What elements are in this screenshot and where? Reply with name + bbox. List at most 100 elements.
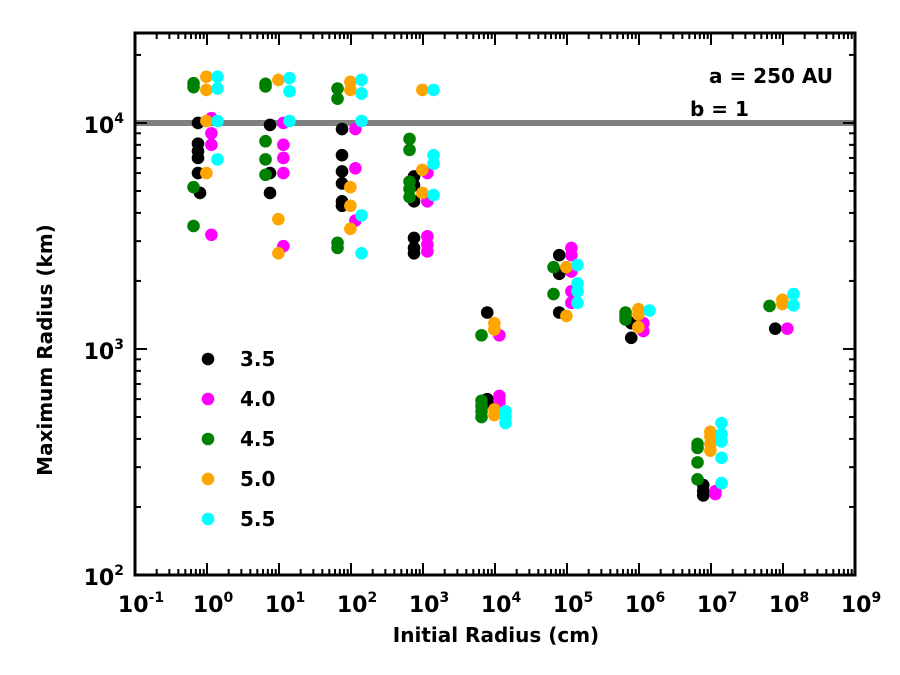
data-point [571, 296, 584, 310]
data-point [480, 306, 494, 319]
data-point [283, 114, 296, 128]
data-point [211, 70, 224, 84]
data-point [200, 70, 213, 84]
x-tick-label: 100 [193, 590, 234, 618]
data-point [187, 80, 200, 94]
x-tick-label: 103 [409, 590, 449, 618]
data-point [488, 323, 501, 336]
data-point [427, 83, 440, 97]
y-axis-label: Maximum Radius (km) [33, 224, 57, 476]
annotation-a: a = 250 AU [709, 64, 833, 88]
data-point [344, 83, 357, 97]
data-point [715, 476, 728, 490]
data-point [624, 331, 638, 345]
data-point [259, 80, 272, 93]
data-point [416, 163, 429, 177]
x-tick-label: 107 [697, 590, 737, 618]
data-point [355, 114, 368, 128]
data-point [259, 168, 272, 182]
data-point [547, 287, 560, 301]
data-point [355, 209, 368, 222]
data-point [205, 126, 218, 140]
data-point [691, 456, 704, 469]
data-point [547, 260, 560, 274]
data-point [416, 186, 429, 200]
data-point [475, 328, 488, 342]
data-point [349, 161, 362, 175]
data-point [211, 153, 224, 166]
x-tick-label: 101 [265, 590, 305, 618]
x-tick-label: 108 [769, 590, 809, 618]
legend-label-4.5: 4.5 [240, 427, 275, 451]
data-point [691, 473, 704, 486]
data-point [200, 166, 213, 180]
data-point [205, 138, 218, 152]
data-point [283, 85, 296, 98]
data-point [272, 212, 285, 226]
legend-marker-5.5 [201, 512, 215, 526]
data-point [696, 489, 710, 502]
legend-label-5.0: 5.0 [240, 467, 275, 491]
legend-marker-3.5 [201, 352, 215, 366]
x-tick-label: 105 [553, 590, 593, 618]
data-point [427, 157, 440, 171]
data-point [187, 180, 200, 194]
legend-label-4.0: 4.0 [240, 387, 275, 411]
data-point [565, 248, 578, 262]
x-tick-label: 109 [841, 590, 881, 618]
data-point [499, 416, 512, 430]
data-point [331, 241, 344, 255]
x-tick-label: 104 [481, 590, 522, 618]
data-point [403, 143, 416, 157]
data-point [335, 165, 349, 178]
data-point [427, 188, 440, 202]
data-point [344, 222, 357, 236]
y-tick-label: 103 [84, 337, 124, 365]
legend-label-3.5: 3.5 [240, 347, 275, 371]
data-point [277, 138, 290, 152]
data-point [211, 82, 224, 95]
data-point [205, 228, 218, 242]
x-tick-label: 106 [625, 590, 665, 618]
data-point [552, 248, 566, 262]
data-point [263, 186, 277, 200]
data-point [787, 287, 800, 301]
x-tick-label: 10-1 [118, 590, 164, 618]
legend-marker-5.0 [201, 472, 215, 486]
data-point [335, 148, 349, 162]
x-tick-label: 102 [337, 590, 377, 618]
data-point [632, 308, 645, 321]
data-point [211, 114, 224, 128]
data-point [331, 92, 344, 106]
data-point [571, 284, 584, 298]
data-point [763, 299, 776, 313]
data-point [344, 180, 357, 194]
x-axis-label: Initial Radius (cm) [393, 623, 599, 647]
data-point [272, 73, 285, 87]
data-point [200, 83, 213, 97]
data-point [715, 451, 728, 465]
series-5.0 [200, 70, 789, 457]
data-point [272, 247, 285, 260]
data-point [407, 231, 421, 245]
data-point [416, 83, 429, 97]
data-point [187, 219, 200, 233]
legend-label-5.5: 5.5 [240, 507, 275, 531]
data-point [704, 444, 717, 457]
data-point [259, 153, 272, 166]
data-point [643, 304, 656, 317]
data-point [619, 313, 632, 326]
data-point [776, 297, 789, 311]
data-point [781, 322, 794, 335]
data-point [355, 247, 368, 260]
data-point [259, 134, 272, 148]
data-point [335, 122, 349, 136]
annotation-b: b = 1 [690, 97, 749, 121]
data-point [709, 487, 722, 501]
data-point [191, 151, 205, 165]
data-point [403, 190, 416, 204]
data-point [355, 73, 368, 87]
data-point [355, 87, 368, 100]
data-point [200, 114, 213, 128]
data-point [787, 299, 800, 312]
